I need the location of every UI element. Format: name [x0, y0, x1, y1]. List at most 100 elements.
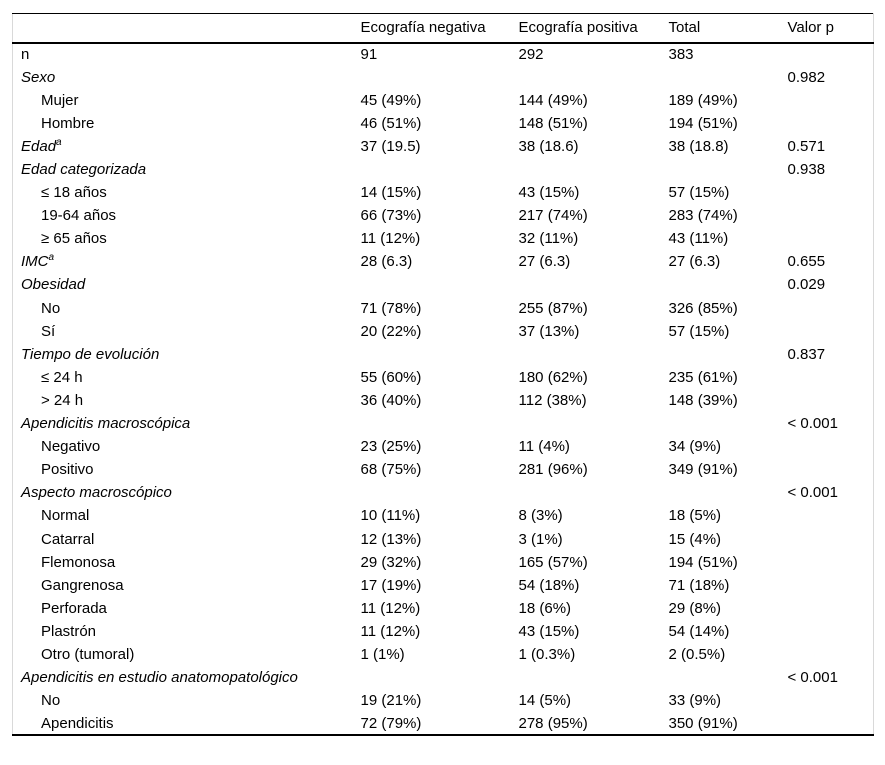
table-row: > 24 h 36 (40%) 112 (38%) 148 (39%)	[13, 389, 874, 412]
cell-ecografia-positiva: 43 (15%)	[518, 184, 580, 202]
cell-total	[669, 666, 788, 689]
cell-ecografia-negativa: 11 (12%)	[360, 622, 421, 640]
table-row: Flemonosa 29 (32%) 165 (57%) 194 (51%)	[13, 551, 874, 574]
row-label: IMCa	[21, 252, 55, 271]
cell-total	[669, 412, 788, 435]
cell-p-value	[788, 597, 874, 620]
cell-total	[669, 343, 788, 366]
cell-total: 57 (15%)	[668, 184, 730, 202]
cell-p-value	[788, 435, 874, 458]
cell-ecografia-negativa: 66 (73%)	[360, 207, 422, 225]
cell-p-value	[788, 504, 874, 527]
row-label: > 24 h	[41, 391, 84, 409]
cell-ecografia-positiva	[519, 158, 669, 181]
cell-p-value	[788, 389, 874, 412]
cell-p-value	[788, 712, 874, 735]
cell-p-value: 0.982	[787, 68, 826, 86]
cell-total: 18 (5%)	[668, 507, 722, 525]
cell-ecografia-negativa: 20 (22%)	[360, 322, 422, 340]
row-label: Otro (tumoral)	[41, 645, 135, 663]
row-label: No	[41, 299, 61, 317]
cell-p-value	[788, 204, 874, 227]
cell-p-value	[788, 458, 874, 481]
cell-ecografia-positiva: 38 (18.6)	[518, 137, 579, 155]
cell-p-value	[788, 620, 874, 643]
cell-total: 2 (0.5%)	[668, 645, 726, 663]
row-label: Catarral	[41, 530, 95, 548]
cell-ecografia-positiva	[519, 481, 669, 504]
cell-ecografia-positiva: 292	[518, 46, 544, 64]
cell-p-value: < 0.001	[787, 669, 838, 687]
cell-ecografia-negativa	[361, 666, 519, 689]
row-label: Mujer	[41, 91, 79, 109]
cell-ecografia-negativa: 11 (12%)	[360, 230, 421, 248]
cell-ecografia-negativa	[361, 273, 519, 296]
table-row: No 71 (78%) 255 (87%) 326 (85%)	[13, 297, 874, 320]
table-row: Plastrón 11 (12%) 43 (15%) 54 (14%)	[13, 620, 874, 643]
table-row: Catarral 12 (13%) 3 (1%) 15 (4%)	[13, 527, 874, 550]
row-label: Normal	[41, 507, 90, 525]
row-label: Edada	[21, 136, 62, 155]
cell-total: 148 (39%)	[668, 391, 738, 409]
table-row: Positivo 68 (75%) 281 (96%) 349 (91%)	[13, 458, 874, 481]
cell-p-value	[788, 366, 874, 389]
cell-p-value	[788, 181, 874, 204]
cell-ecografia-positiva: 3 (1%)	[518, 530, 563, 548]
row-label: Sí	[41, 322, 56, 340]
cell-ecografia-negativa: 17 (19%)	[360, 576, 422, 594]
header-row: Ecografía negativa Ecografía positiva To…	[12, 13, 874, 44]
cell-ecografia-positiva: 37 (13%)	[518, 322, 580, 340]
cell-total: 283 (74%)	[668, 207, 738, 225]
cell-ecografia-positiva: 11 (4%)	[518, 438, 570, 456]
table-row: Negativo 23 (25%) 11 (4%) 34 (9%)	[13, 435, 874, 458]
cell-ecografia-negativa: 14 (15%)	[360, 184, 422, 202]
row-label: ≤ 24 h	[41, 368, 83, 386]
cell-ecografia-positiva: 54 (18%)	[518, 576, 580, 594]
cell-ecografia-negativa: 37 (19.5)	[360, 137, 421, 155]
cell-ecografia-negativa: 68 (75%)	[360, 461, 422, 479]
cell-p-value: 0.571	[787, 137, 826, 155]
cell-p-value: 0.938	[787, 161, 826, 179]
row-label: Apendicitis	[41, 714, 114, 732]
table-row: No 19 (21%) 14 (5%) 33 (9%)	[13, 689, 874, 712]
cell-total: 189 (49%)	[668, 91, 738, 109]
cell-ecografia-positiva: 255 (87%)	[518, 299, 588, 317]
table-row: Apendicitis 72 (79%) 278 (95%) 350 (91%)	[13, 712, 874, 735]
footnote-marker: a	[56, 136, 62, 148]
row-label: Gangrenosa	[41, 576, 124, 594]
row-label: ≥ 65 años	[41, 230, 107, 248]
table-body: n 91 292 383 Sexo 0.982 Mujer 45 (49%) 144 (49%)…	[13, 43, 874, 736]
cell-ecografia-negativa	[361, 158, 519, 181]
cell-total: 326 (85%)	[668, 299, 738, 317]
cell-ecografia-negativa: 11 (12%)	[360, 599, 421, 617]
cell-ecografia-positiva: 144 (49%)	[518, 91, 588, 109]
table-row: Mujer 45 (49%) 144 (49%) 189 (49%)	[13, 89, 874, 112]
table-row: ≥ 65 años 11 (12%) 32 (11%) 43 (11%)	[13, 227, 874, 250]
table-header: Ecografía negativa Ecografía positiva To…	[12, 13, 874, 44]
cell-p-value: 0.655	[787, 253, 826, 271]
table-row: Sexo 0.982	[13, 66, 874, 89]
cell-total: 38 (18.8)	[668, 137, 729, 155]
cell-ecografia-positiva: 148 (51%)	[518, 114, 588, 132]
cell-p-value	[788, 551, 874, 574]
cell-total: 349 (91%)	[668, 461, 738, 479]
cell-ecografia-positiva: 32 (11%)	[518, 230, 579, 248]
cell-p-value: 0.837	[787, 345, 826, 363]
cell-total: 43 (11%)	[668, 230, 729, 248]
cell-p-value	[788, 89, 874, 112]
cell-ecografia-positiva: 1 (0.3%)	[518, 645, 576, 663]
row-label: Negativo	[41, 438, 101, 456]
cell-ecografia-positiva	[519, 412, 669, 435]
cell-total: 350 (91%)	[668, 714, 738, 732]
cell-ecografia-positiva: 14 (5%)	[518, 692, 572, 710]
cell-ecografia-negativa: 28 (6.3)	[360, 253, 413, 271]
cell-p-value	[788, 320, 874, 343]
table-row: Perforada 11 (12%) 18 (6%) 29 (8%)	[13, 597, 874, 620]
cell-total	[669, 66, 788, 89]
cell-ecografia-negativa: 91	[360, 46, 378, 64]
row-label: 19-64 años	[41, 207, 117, 225]
cell-ecografia-positiva: 278 (95%)	[518, 714, 588, 732]
cell-total: 57 (15%)	[668, 322, 730, 340]
cell-ecografia-positiva: 180 (62%)	[518, 368, 588, 386]
header-empty	[12, 13, 361, 44]
